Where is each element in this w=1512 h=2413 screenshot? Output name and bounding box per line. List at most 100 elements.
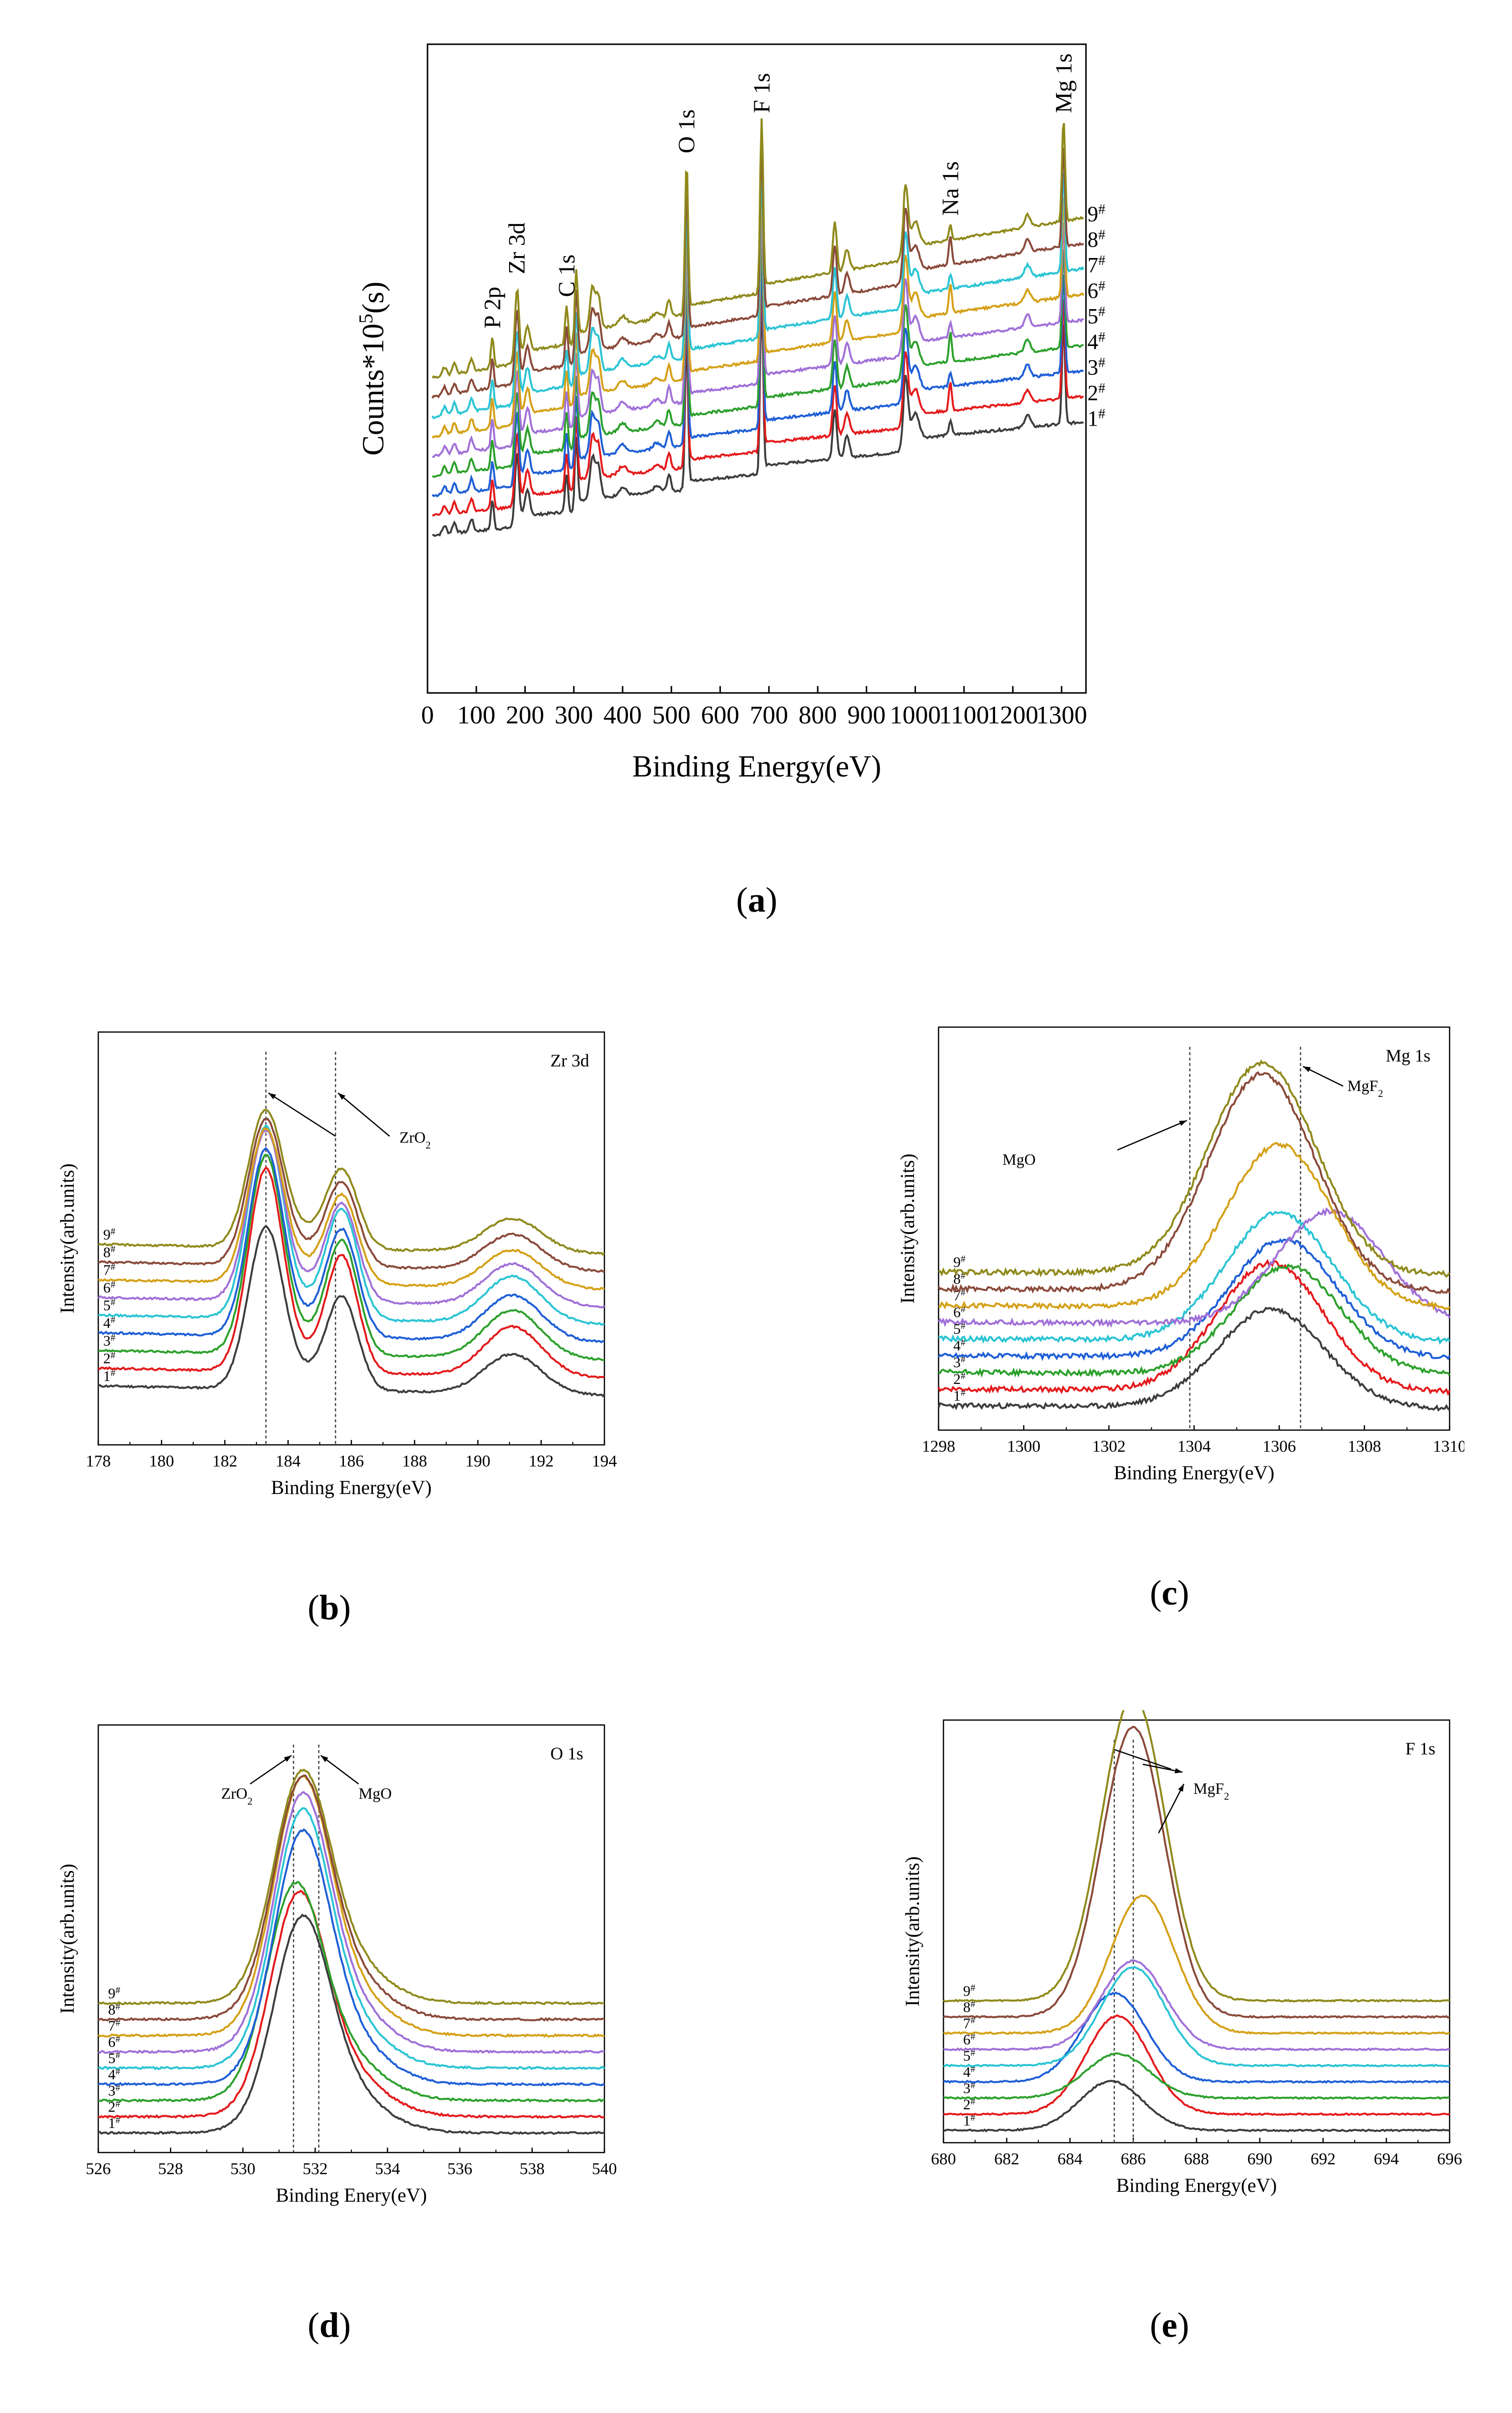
x-tick-label: 686 <box>1121 2150 1146 2168</box>
series-label-6: 6# <box>963 2032 975 2048</box>
annotation-mgf2: MgF2 <box>1347 1077 1383 1099</box>
spectrum-series-5 <box>943 1966 1450 2068</box>
annotation-arrow <box>320 1755 359 1784</box>
plot-frame <box>427 43 1087 694</box>
series-label-8: 8# <box>108 2002 120 2018</box>
spectrum-series-1 <box>98 1913 605 2135</box>
x-tick-label: 1304 <box>1177 1437 1211 1456</box>
series-label-3: 3# <box>963 2080 975 2097</box>
series-label-5: 5# <box>108 2050 120 2067</box>
survey-series-5 <box>432 208 1084 459</box>
x-tick-label: 0 <box>421 701 434 729</box>
annotation-mgf2: MgF2 <box>1194 1780 1229 1802</box>
x-tick-label: 178 <box>86 1452 111 1470</box>
annotation-arrowhead <box>284 1755 292 1762</box>
x-tick-label: 530 <box>230 2160 256 2178</box>
series-label-8: 8# <box>1087 228 1105 252</box>
annotation-arrow <box>268 1092 336 1137</box>
spectrum-series-7 <box>97 1126 605 1291</box>
spectrum-series-8 <box>98 1117 605 1273</box>
chart-d: 526 528 530 532 534 536 538 540 Binding Enery(eV… <box>56 1724 617 2206</box>
x-tick-label: 1100 <box>939 701 989 729</box>
series-label-8: 8# <box>103 1244 115 1261</box>
series-label-9: 9# <box>103 1227 115 1243</box>
x-tick-label: 190 <box>465 1452 490 1470</box>
caption-c: (c) <box>1150 1573 1189 1612</box>
spectrum-series-6 <box>938 1207 1451 1328</box>
annotation-arrowhead <box>1303 1066 1311 1072</box>
y-axis-label: Intensity(arb.units) <box>56 1864 78 2014</box>
series-label-8: 8# <box>963 1999 975 2016</box>
spectrum-series-9 <box>98 1768 605 2006</box>
panel-title: Mg 1s <box>1386 1046 1430 1065</box>
x-tick-label: 526 <box>86 2160 111 2178</box>
spectrum-series-3 <box>98 1881 605 2103</box>
peak-label: C 1s <box>554 255 580 297</box>
series-label-6: 6# <box>1087 279 1105 303</box>
annotation-arrowhead <box>338 1093 345 1100</box>
x-tick-label: 300 <box>555 701 593 729</box>
x-tick-label: 1298 <box>922 1437 955 1456</box>
y-axis-label: Intensity(arb.units) <box>56 1163 78 1314</box>
panel-title: Zr 3d <box>550 1051 589 1070</box>
spectrum-series-6 <box>98 1791 605 2054</box>
series-label-4: 4# <box>1087 330 1105 354</box>
series-label-6: 6# <box>103 1280 115 1296</box>
x-tick-label: 400 <box>603 701 642 729</box>
spectrum-series-5 <box>98 1124 605 1326</box>
series-label-6: 6# <box>953 1304 966 1321</box>
series-label-7: 7# <box>963 2015 975 2032</box>
series-label-1: 1# <box>963 2113 975 2129</box>
series-label-3: 3# <box>1087 355 1105 380</box>
series-label-2: 2# <box>1087 381 1105 405</box>
spectrum-series-2 <box>98 1890 605 2119</box>
caption-e: (e) <box>1150 2305 1189 2345</box>
x-tick-label: 534 <box>375 2160 400 2178</box>
x-tick-label: 690 <box>1247 2150 1272 2168</box>
survey-series-3 <box>431 254 1084 498</box>
x-tick-label: 700 <box>750 701 788 729</box>
series-label-4: 4# <box>953 1338 966 1354</box>
x-tick-label: 538 <box>519 2160 544 2178</box>
x-axis-label: Binding Energy(eV) <box>1116 2174 1277 2196</box>
survey-series-4 <box>432 230 1084 478</box>
annotation-zro2: ZrO2 <box>399 1128 431 1151</box>
chart-a: 0 100 200 300 400 500 600 700 800 900 100011001200… <box>355 43 1105 783</box>
x-tick-label: 532 <box>303 2160 328 2178</box>
x-tick-label: 680 <box>931 2150 956 2168</box>
spectrum-series-1 <box>98 1224 605 1398</box>
x-tick-label: 682 <box>994 2150 1019 2168</box>
series-label-1: 1# <box>953 1388 966 1405</box>
x-tick-label: 528 <box>158 2160 183 2178</box>
x-tick-label: 1310 <box>1433 1437 1464 1456</box>
spectrum-series-4 <box>938 1237 1451 1361</box>
annotation-arrowhead <box>268 1093 276 1099</box>
x-axis-label: Binding Energy(eV) <box>1114 1462 1275 1484</box>
x-tick-label: 684 <box>1057 2150 1083 2168</box>
annotation-mgo: MgO <box>359 1784 392 1802</box>
x-tick-label: 692 <box>1311 2150 1336 2168</box>
x-tick-label: 696 <box>1437 2150 1462 2168</box>
series-label-4: 4# <box>103 1315 115 1332</box>
spectrum-series-4 <box>98 1147 605 1344</box>
series-label-5: 5# <box>103 1297 115 1314</box>
x-tick-label: 900 <box>847 701 885 729</box>
survey-series-6 <box>431 186 1084 439</box>
survey-series-7 <box>431 162 1084 419</box>
spectrum-series-8 <box>943 1725 1450 2019</box>
y-axis-label: Counts*105(s) <box>355 282 391 456</box>
survey-series-9 <box>431 118 1084 379</box>
x-tick-label: 194 <box>592 1452 617 1470</box>
spectrum-series-6 <box>97 1130 605 1308</box>
x-tick-label: 1200 <box>987 701 1038 729</box>
x-tick-label: 1308 <box>1348 1437 1381 1456</box>
spectrum-series-1 <box>938 1306 1451 1412</box>
x-tick-label: 1300 <box>1036 701 1087 729</box>
peak-label: P 2p <box>480 287 506 328</box>
x-tick-label: 600 <box>701 701 740 729</box>
annotation-mgo: MgO <box>1002 1150 1036 1168</box>
series-label-1: 1# <box>108 2115 120 2132</box>
annotation-zro2: ZrO2 <box>221 1784 253 1807</box>
series-label-7: 7# <box>1087 253 1105 278</box>
x-tick-label: 540 <box>592 2160 617 2178</box>
